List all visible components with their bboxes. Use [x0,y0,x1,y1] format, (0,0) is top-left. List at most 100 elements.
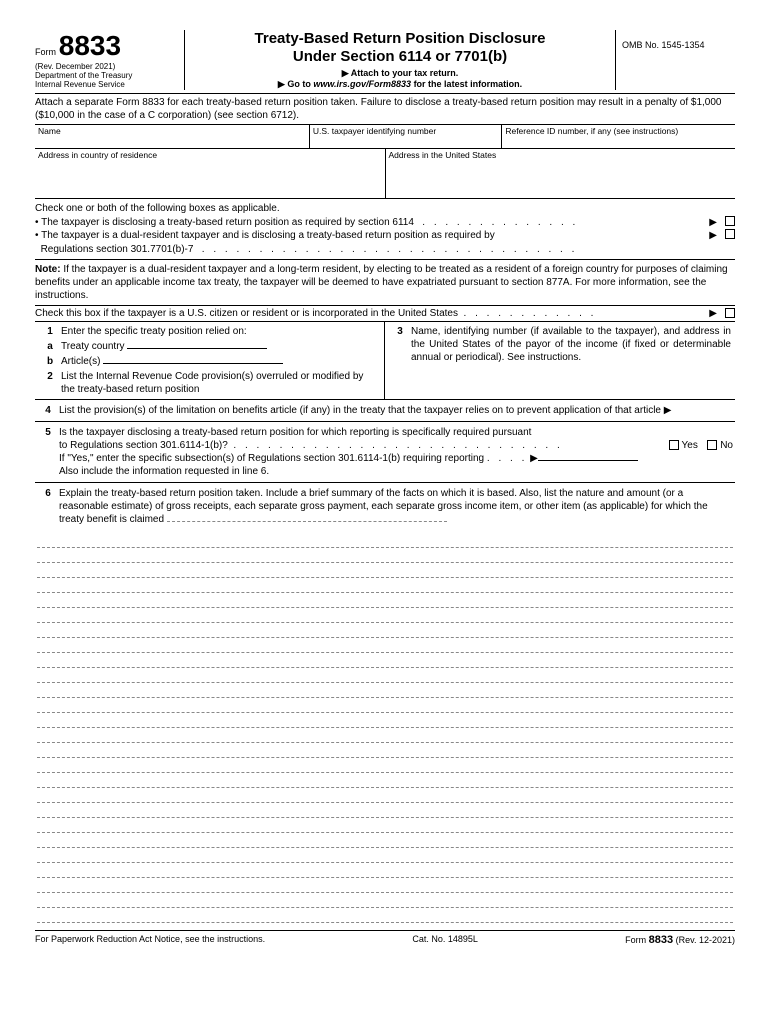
explanation-line[interactable] [37,533,733,548]
item-5d: Also include the information requested i… [59,465,733,478]
explanation-lines[interactable] [37,527,733,923]
header-center: Treaty-Based Return Position Disclosure … [185,30,615,90]
form-label: Form [35,47,56,57]
bullet-1-text: The taxpayer is disclosing a treaty-base… [41,217,414,228]
footer-form: Form 8833 (Rev. 12-2021) [625,934,735,946]
subsection-field[interactable] [538,460,638,461]
checkbox-no[interactable] [707,440,717,450]
explanation-line[interactable] [37,698,733,713]
explanation-line[interactable] [37,893,733,908]
address-residence-label: Address in country of residence [35,149,386,198]
explanation-line[interactable] [37,578,733,593]
irs-name: Internal Revenue Service [35,80,180,89]
header-right: OMB No. 1545-1354 [615,30,735,90]
explanation-line[interactable] [37,863,733,878]
arrow-icon: ▶ [709,229,717,243]
no-label: No [720,440,733,451]
explanation-line[interactable] [37,653,733,668]
item-2: List the Internal Revenue Code provision… [61,370,380,396]
explanation-line[interactable] [37,803,733,818]
citizen-row: Check this box if the taxpayer is a U.S.… [35,306,735,322]
explanation-line[interactable] [37,743,733,758]
omb-number: OMB No. 1545-1354 [622,40,705,50]
explanation-line[interactable] [37,638,733,653]
form-title-line2: Under Section 6114 or 7701(b) [191,48,609,66]
footer-form-label: Form [625,935,646,945]
footer: For Paperwork Reduction Act Notice, see … [35,930,735,946]
explain-inline-field[interactable] [167,521,447,522]
explanation-line[interactable] [37,818,733,833]
explanation-line[interactable] [37,668,733,683]
explanation-line[interactable] [37,878,733,893]
department: Department of the Treasury [35,71,180,80]
paperwork-notice: For Paperwork Reduction Act Notice, see … [35,934,265,946]
arrow-icon: ▶ [709,308,717,319]
goto-url: www.irs.gov/Form8833 [313,79,411,89]
left-column: 1Enter the specific treaty position reli… [35,322,385,399]
explanation-line[interactable] [37,683,733,698]
goto-suffix: for the latest information. [411,79,522,89]
arrow-icon: ▶ [709,216,717,230]
item-6: Explain the treaty-based return position… [59,488,708,525]
explanation-line[interactable] [37,908,733,923]
item-6-row: 6 Explain the treaty-based return positi… [35,483,735,926]
explanation-line[interactable] [37,623,733,638]
form-title-line1: Treaty-Based Return Position Disclosure [191,30,609,48]
item-5c: If "Yes," enter the specific subsection(… [59,452,484,465]
explanation-line[interactable] [37,563,733,578]
tin-label: U.S. taxpayer identifying number [310,125,502,148]
item-1b: Article(s) [61,356,100,367]
item-4: List the provision(s) of the limitation … [59,405,661,416]
note-text: If the taxpayer is a dual-resident taxpa… [35,264,728,301]
revision-date: (Rev. December 2021) [35,62,180,71]
yes-label: Yes [682,440,698,451]
note-section: Note: If the taxpayer is a dual-resident… [35,260,735,306]
explanation-line[interactable] [37,713,733,728]
explanation-line[interactable] [37,548,733,563]
item-4-row: 4List the provision(s) of the limitation… [35,400,735,422]
item-5b: to Regulations section 301.6114-1(b)? [59,439,228,452]
ref-label: Reference ID number, if any (see instruc… [502,125,735,148]
explanation-line[interactable] [37,758,733,773]
bullet-2: • The taxpayer is a dual-resident taxpay… [35,229,735,256]
info-table: Name U.S. taxpayer identifying number Re… [35,125,735,149]
address-table: Address in country of residence Address … [35,149,735,199]
item-1: Enter the specific treaty position relie… [61,325,380,338]
explanation-line[interactable] [37,773,733,788]
name-label: Name [35,125,310,148]
explanation-line[interactable] [37,848,733,863]
treaty-country-field[interactable] [127,348,267,349]
form-number: 8833 [59,30,121,61]
explanation-line[interactable] [37,593,733,608]
explanation-line[interactable] [37,608,733,623]
explanation-line[interactable] [37,728,733,743]
attach-text: Attach to your tax return. [351,68,459,78]
checkbox-us-citizen[interactable] [725,308,735,318]
checkbox-dual-resident[interactable] [725,229,735,239]
form-header: Form 8833 (Rev. December 2021) Departmen… [35,30,735,94]
goto-prefix: Go to [287,79,313,89]
check-section: Check one or both of the following boxes… [35,199,735,260]
note-label: Note: [35,264,61,275]
bullet-2a-text: The taxpayer is a dual-resident taxpayer… [41,230,495,241]
penalty-instruction: Attach a separate Form 8833 for each tre… [35,94,735,125]
articles-field[interactable] [103,363,283,364]
footer-rev: (Rev. 12-2021) [676,935,735,945]
checkbox-yes[interactable] [669,440,679,450]
checkbox-6114[interactable] [725,216,735,226]
address-us-label: Address in the United States [386,149,736,198]
goto-instruction: ▶ Go to www.irs.gov/Form8833 for the lat… [191,79,609,90]
bullet-1: • The taxpayer is disclosing a treaty-ba… [35,216,735,230]
explanation-line[interactable] [37,788,733,803]
footer-form-number: 8833 [649,934,673,946]
item-5a: Is the taxpayer disclosing a treaty-base… [59,426,733,439]
bullet-2b-text: Regulations section 301.7701(b)-7 [41,244,194,255]
item-1a: Treaty country [61,341,125,352]
explanation-line[interactable] [37,833,733,848]
right-column: 3Name, identifying number (if available … [385,322,735,399]
citizen-text: Check this box if the taxpayer is a U.S.… [35,308,458,319]
header-left: Form 8833 (Rev. December 2021) Departmen… [35,30,185,90]
item-5-row: 5 Is the taxpayer disclosing a treaty-ba… [35,422,735,483]
check-intro: Check one or both of the following boxes… [35,202,735,216]
attach-instruction: ▶ Attach to your tax return. [191,68,609,79]
